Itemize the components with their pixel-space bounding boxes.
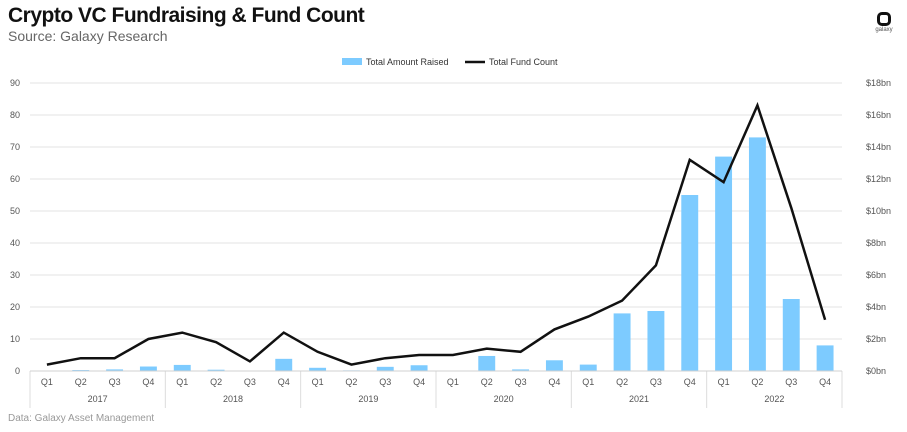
left-axis-tick: 70 [10, 142, 20, 152]
bar-amount-raised [478, 355, 496, 371]
line-fund-count [46, 101, 827, 366]
bar-amount-raised [681, 195, 699, 371]
left-axis-tick: 40 [10, 238, 20, 248]
bar-amount-raised [173, 364, 191, 371]
x-tick-quarter: Q3 [244, 377, 256, 387]
x-tick-quarter: Q2 [210, 377, 222, 387]
bar-amount-raised [376, 366, 394, 371]
x-tick-quarter: Q3 [650, 377, 662, 387]
chart-title: Crypto VC Fundraising & Fund Count [8, 4, 365, 27]
right-axis-tick: $8bn [866, 238, 886, 248]
right-axis-tick: $0bn [866, 366, 886, 376]
x-tick-quarter: Q2 [75, 377, 87, 387]
x-tick-quarter: Q2 [751, 377, 763, 387]
right-axis-tick: $10bn [866, 206, 891, 216]
bar-amount-raised [715, 156, 733, 371]
left-axis-tick: 10 [10, 334, 20, 344]
x-tick-quarter: Q2 [616, 377, 628, 387]
right-axis-tick: $2bn [866, 334, 886, 344]
x-tick-quarter: Q1 [176, 377, 188, 387]
left-axis-tick: 80 [10, 110, 20, 120]
x-tick-quarter: Q4 [819, 377, 831, 387]
left-axis-tick: 20 [10, 302, 20, 312]
x-tick-year: 2021 [629, 394, 649, 404]
x-tick-quarter: Q4 [278, 377, 290, 387]
x-tick-quarter: Q3 [109, 377, 121, 387]
legend-label-amount: Total Amount Raised [366, 57, 449, 67]
bar-amount-raised [816, 345, 834, 371]
bar-amount-raised [410, 365, 428, 371]
right-axis-tick: $14bn [866, 142, 891, 152]
legend-bar-swatch [342, 58, 362, 65]
x-tick-quarter: Q4 [413, 377, 425, 387]
x-tick-quarter: Q3 [515, 377, 527, 387]
bar-amount-raised [613, 313, 631, 371]
bar-amount-raised [545, 360, 563, 371]
bar-amount-raised [309, 367, 327, 371]
legend-label-count: Total Fund Count [489, 57, 558, 67]
bar-amount-raised [647, 311, 665, 371]
right-axis-tick: $6bn [866, 270, 886, 280]
x-tick-quarter: Q1 [447, 377, 459, 387]
x-tick-year: 2018 [223, 394, 243, 404]
bar-amount-raised [139, 366, 157, 371]
bar-amount-raised [275, 358, 293, 371]
bar-amount-raised [106, 369, 124, 371]
right-axis-tick: $16bn [866, 110, 891, 120]
x-tick-quarter: Q1 [312, 377, 324, 387]
x-tick-quarter: Q3 [785, 377, 797, 387]
x-tick-year: 2017 [88, 394, 108, 404]
bar-amount-raised [207, 369, 225, 371]
bar-amount-raised [748, 137, 766, 371]
x-tick-quarter: Q1 [718, 377, 730, 387]
x-tick-year: 2022 [764, 394, 784, 404]
right-axis-tick: $18bn [866, 78, 891, 88]
left-axis-tick: 30 [10, 270, 20, 280]
x-tick-quarter: Q1 [582, 377, 594, 387]
left-axis-tick: 90 [10, 78, 20, 88]
x-tick-quarter: Q1 [41, 377, 53, 387]
right-axis-tick: $4bn [866, 302, 886, 312]
x-tick-quarter: Q4 [684, 377, 696, 387]
left-axis-tick: 60 [10, 174, 20, 184]
x-tick-quarter: Q3 [379, 377, 391, 387]
x-tick-quarter: Q4 [142, 377, 154, 387]
bar-amount-raised [512, 369, 530, 371]
left-axis-tick: 50 [10, 206, 20, 216]
logo-text: galaxy [875, 27, 893, 33]
bar-amount-raised [579, 364, 597, 371]
galaxy-logo: galaxy [874, 12, 894, 33]
chart-subtitle: Source: Galaxy Research [8, 28, 168, 44]
x-tick-quarter: Q4 [548, 377, 560, 387]
x-tick-quarter: Q2 [345, 377, 357, 387]
x-tick-quarter: Q2 [481, 377, 493, 387]
bar-amount-raised [782, 299, 800, 371]
galaxy-logo-icon [877, 12, 891, 26]
footer-note: Data: Galaxy Asset Management [8, 413, 155, 424]
x-tick-year: 2020 [494, 394, 514, 404]
right-axis-tick: $12bn [866, 174, 891, 184]
left-axis-tick: 0 [15, 366, 20, 376]
x-tick-year: 2019 [358, 394, 378, 404]
